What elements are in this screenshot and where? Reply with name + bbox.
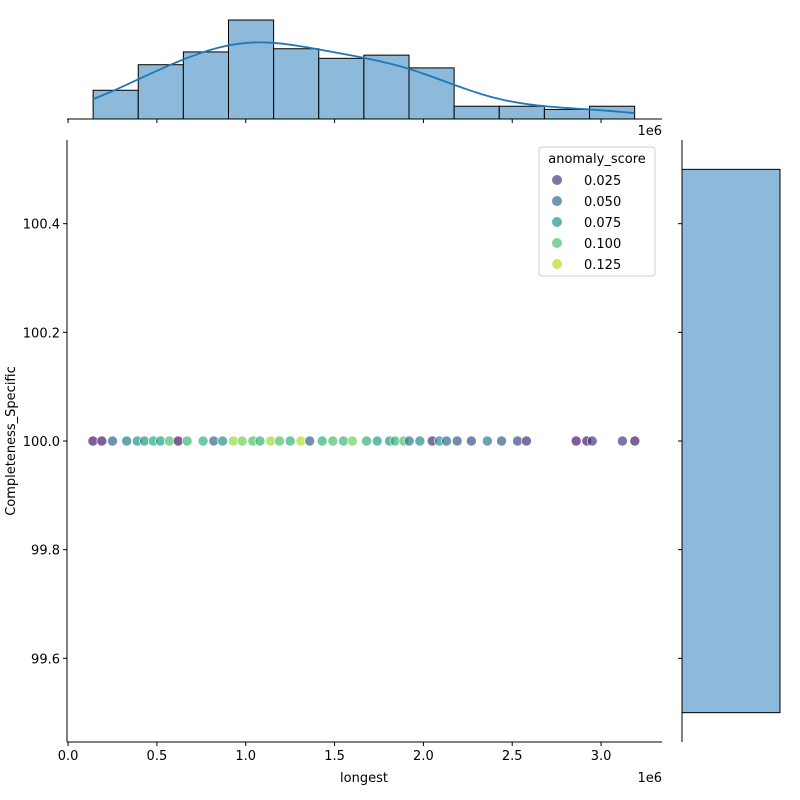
x-tick-label: 1.5: [324, 749, 345, 764]
scatter-point: [586, 435, 598, 447]
scatter-point: [164, 435, 175, 447]
x-tick-label: 3.0: [591, 749, 612, 764]
histogram-bar: [137, 64, 184, 120]
scatter-point: [441, 435, 452, 447]
scatter-point: [236, 435, 248, 447]
y-tick-label: 100.0: [23, 435, 60, 450]
histogram-bar: [227, 19, 275, 120]
scatter-point: [629, 435, 641, 447]
scatter-point: [451, 435, 463, 447]
scatter-point: [284, 435, 296, 447]
scatter-plot-area: 0.0 0.5 1.0 1.5 2.0 2.5 3.0 99.6 99.8 100.0 100.2 1…: [23, 140, 662, 764]
scatter-point: [414, 435, 426, 447]
legend: anomaly_score 0.025 0.050 0.075 0.100 0.125: [538, 146, 656, 277]
scatter-point: [338, 435, 349, 447]
legend-label: 0.075: [584, 216, 621, 231]
legend-title: anomaly_score: [548, 152, 646, 167]
scatter-point: [87, 435, 99, 447]
legend-marker: [552, 175, 562, 185]
x-tick-label: 2.5: [502, 749, 523, 764]
scatter-point: [371, 435, 383, 447]
legend-marker: [552, 238, 562, 248]
legend-marker: [552, 196, 562, 206]
scatter-point: [181, 435, 193, 447]
scatter-point: [327, 435, 339, 447]
histogram-bar: [273, 48, 320, 120]
scatter-point: [265, 435, 276, 447]
scatter-point: [274, 435, 285, 447]
scatter-point: [617, 435, 628, 447]
scatter-point: [304, 435, 315, 447]
scatter-point: [295, 435, 307, 447]
scatter-point: [512, 435, 523, 447]
y-tick-label: 99.6: [31, 652, 60, 667]
scatter-point: [96, 435, 108, 447]
scatter-point: [227, 435, 239, 447]
legend-label: 0.100: [584, 237, 621, 252]
y-tick-label: 100.2: [23, 326, 60, 341]
scatter-point: [496, 435, 507, 447]
histogram-bar: [453, 105, 500, 120]
histogram-bar: [363, 54, 410, 120]
legend-marker: [552, 217, 562, 227]
right-marginal-histogram: [678, 140, 781, 742]
histogram-bar: [318, 57, 365, 120]
legend-label: 0.025: [584, 174, 621, 189]
scatter-point: [254, 435, 266, 447]
scatter-point: [403, 435, 415, 447]
scatter-point: [482, 435, 493, 447]
legend-box: [538, 146, 656, 277]
scatter-point: [521, 435, 532, 447]
x-tick-label: 2.0: [413, 749, 434, 764]
scatter-point: [361, 435, 372, 447]
histogram-bar: [681, 168, 781, 714]
y-tick-label: 100.4: [23, 218, 60, 233]
histogram-bar: [498, 105, 545, 120]
scatter-point: [107, 435, 118, 447]
scatter-point: [197, 435, 209, 447]
scatter-point: [139, 435, 150, 447]
histogram-bar: [408, 67, 455, 120]
scatter-point: [208, 435, 220, 447]
scatter-point: [155, 435, 166, 447]
legend-marker: [552, 259, 562, 269]
top-marginal-histogram: [67, 19, 662, 123]
scatter-point: [217, 435, 228, 447]
x-tick-label: 1.0: [235, 749, 256, 764]
scatter-point: [172, 435, 184, 447]
y-axis-label: Completeness_Specific: [4, 366, 19, 516]
x-tick-label: 0.5: [147, 749, 168, 764]
scatter-point: [466, 435, 477, 447]
scatter-point: [347, 435, 358, 447]
histogram-bar: [543, 108, 591, 120]
histogram-bar: [92, 89, 139, 120]
scatter-point: [121, 435, 132, 447]
scatter-point: [316, 435, 328, 447]
y-tick-label: 99.8: [31, 544, 60, 559]
x-tick-label: 0.0: [58, 749, 79, 764]
top-x-offset-label: 1e6: [637, 124, 662, 139]
legend-label: 0.050: [584, 195, 621, 210]
scatter-point: [570, 435, 582, 447]
x-axis-label: longest: [340, 771, 388, 786]
scatter-point: [389, 435, 401, 447]
x-offset-label: 1e6: [637, 771, 662, 786]
legend-label: 0.125: [584, 258, 621, 273]
histogram-bar: [182, 51, 229, 120]
kde-curve: [92, 41, 635, 114]
